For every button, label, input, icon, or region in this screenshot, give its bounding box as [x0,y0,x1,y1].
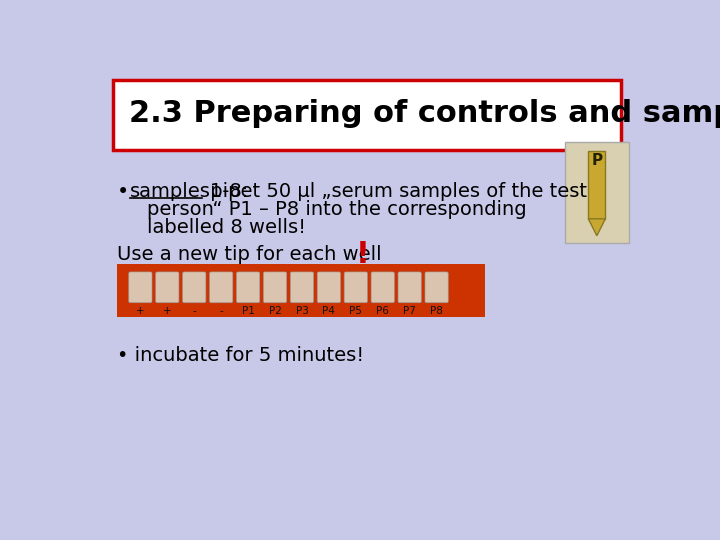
Text: P7: P7 [403,306,416,316]
FancyBboxPatch shape [425,272,449,303]
Text: +: + [136,306,145,316]
FancyBboxPatch shape [344,272,367,303]
Text: P4: P4 [323,306,336,316]
FancyBboxPatch shape [398,272,421,303]
FancyBboxPatch shape [264,272,287,303]
Text: samples1-8:: samples1-8: [130,183,249,201]
Text: Use a new tip for each well: Use a new tip for each well [117,246,388,265]
FancyBboxPatch shape [565,142,629,244]
Text: +: + [163,306,171,316]
Text: P: P [591,153,603,168]
FancyBboxPatch shape [156,272,179,303]
Text: • incubate for 5 minutes!: • incubate for 5 minutes! [117,346,364,365]
FancyBboxPatch shape [113,80,621,150]
FancyBboxPatch shape [210,272,233,303]
FancyBboxPatch shape [183,272,206,303]
Text: •: • [117,182,130,202]
FancyBboxPatch shape [236,272,260,303]
FancyBboxPatch shape [129,272,152,303]
Text: P8: P8 [430,306,443,316]
Text: 2.3 Preparing of controls and samples: 2.3 Preparing of controls and samples [129,99,720,128]
Text: labelled 8 wells!: labelled 8 wells! [147,218,305,237]
Text: -: - [220,306,223,316]
Text: P1: P1 [242,306,255,316]
FancyBboxPatch shape [371,272,395,303]
Text: P3: P3 [295,306,308,316]
Polygon shape [588,219,606,236]
Text: -: - [192,306,196,316]
Text: P6: P6 [377,306,390,316]
FancyBboxPatch shape [290,272,314,303]
Text: !: ! [356,240,369,269]
Text: pipet 50 µl „serum samples of the test: pipet 50 µl „serum samples of the test [204,183,587,201]
FancyBboxPatch shape [117,264,485,316]
FancyBboxPatch shape [318,272,341,303]
Text: person“ P1 – P8 into the corresponding: person“ P1 – P8 into the corresponding [147,200,526,219]
Polygon shape [588,151,606,219]
Text: P5: P5 [349,306,362,316]
Text: P2: P2 [269,306,282,316]
